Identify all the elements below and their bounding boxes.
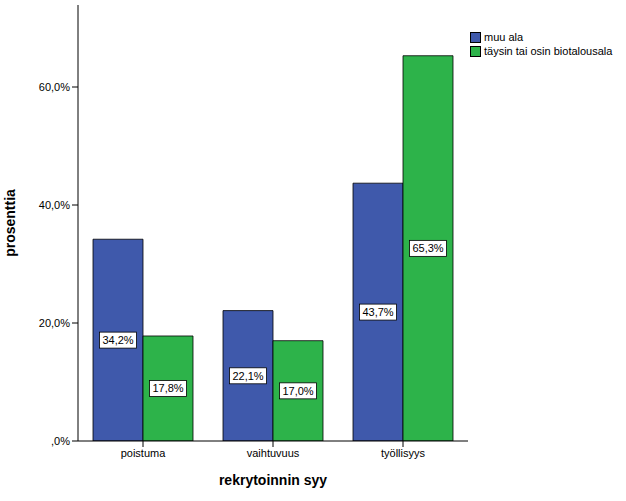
svg-text:rekrytoinnin syy: rekrytoinnin syy: [219, 472, 327, 488]
svg-text:60,0%: 60,0%: [39, 81, 70, 93]
svg-text:prosenttia: prosenttia: [8, 189, 18, 257]
svg-text:40,0%: 40,0%: [39, 199, 70, 211]
svg-text:vaihtuvuus: vaihtuvuus: [247, 447, 300, 459]
svg-text:34,2%: 34,2%: [102, 334, 133, 346]
html-text:muu ala: muu ala: [484, 31, 524, 43]
svg-text:17,8%: 17,8%: [152, 382, 183, 394]
svg-text:,0%: ,0%: [51, 435, 70, 447]
svg-text:43,7%: 43,7%: [362, 306, 393, 318]
svg-text:työllisyys: työllisyys: [381, 447, 426, 459]
svg-text:17,0%: 17,0%: [282, 385, 313, 397]
html-text:täysin tai osin biotalousala: täysin tai osin biotalousala: [484, 45, 613, 57]
svg-text:20,0%: 20,0%: [39, 317, 70, 329]
svg-text:poistuma: poistuma: [121, 447, 167, 459]
svg-text:22,1%: 22,1%: [232, 370, 263, 382]
svg-text:65,3%: 65,3%: [412, 242, 443, 254]
